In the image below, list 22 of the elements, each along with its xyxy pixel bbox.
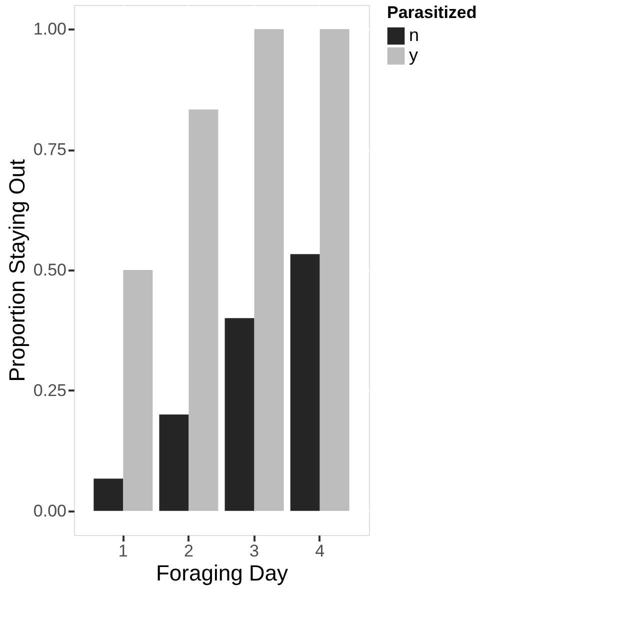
y-tick-label: 0.00 [33, 501, 66, 520]
x-tick-label: 1 [118, 542, 128, 560]
y-axis-title: Proportion Staying Out [4, 159, 30, 382]
bar [159, 414, 189, 511]
x-tick-label: 3 [250, 542, 260, 560]
bar [290, 254, 320, 511]
bar [188, 110, 218, 511]
y-tick-label: 0.75 [33, 140, 66, 160]
bar [224, 318, 254, 511]
y-tick-label: 0.25 [33, 380, 66, 400]
bar [94, 478, 124, 511]
bar [254, 29, 284, 511]
y-tick-label: 0.50 [33, 260, 66, 280]
x-axis-title: Foraging Day [156, 560, 288, 586]
x-tick-label: 2 [184, 542, 194, 560]
x-tick-label: 4 [315, 542, 325, 560]
bar [123, 270, 153, 511]
legend-label: n [409, 25, 420, 45]
legend-title: Parasitized [387, 3, 477, 22]
bar [320, 29, 350, 511]
legend-label: y [409, 45, 418, 65]
y-tick-label: 1.00 [33, 20, 66, 39]
